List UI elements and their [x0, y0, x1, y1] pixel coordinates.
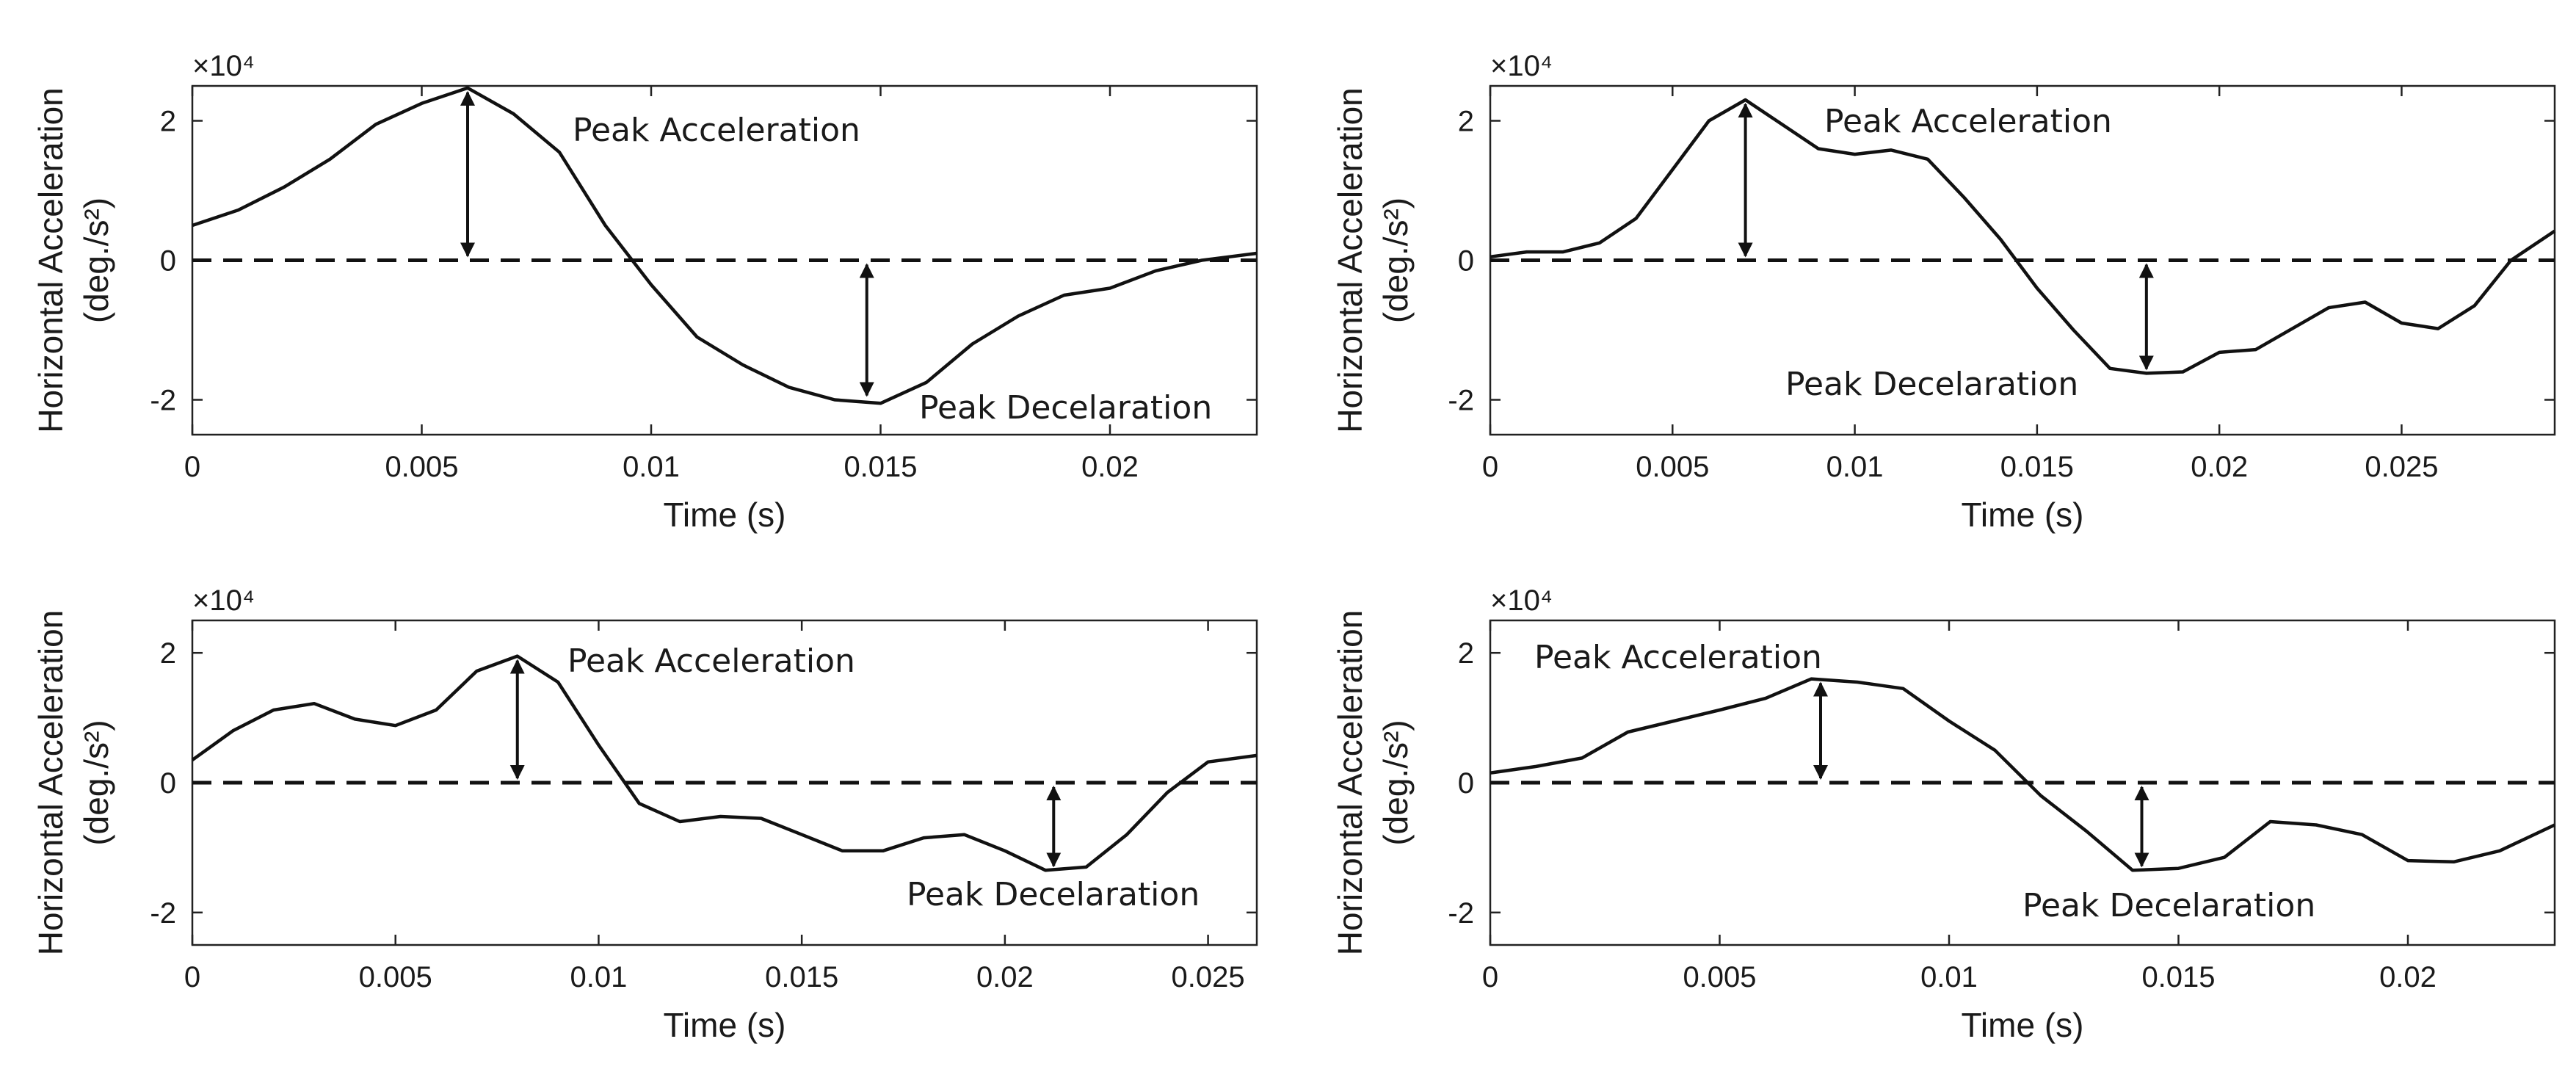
x-axis-title: Time (s) — [1962, 496, 2084, 534]
y-scale-exponent: ×10⁴ — [192, 50, 255, 82]
chart-panel-1: 0 0.005 0.01 0.015 0.02 -2 0 2 ×10⁴ Time (s) Horiz… — [32, 50, 1258, 534]
peak-acceleration-label: Peak Acceleration — [567, 642, 855, 680]
y-tick-label: -2 — [150, 385, 176, 417]
x-tick-label: 0 — [184, 451, 200, 483]
series-line — [1490, 677, 2555, 872]
x-tick-label: 0.02 — [976, 961, 1034, 993]
x-tick-label: 0.02 — [2379, 961, 2437, 993]
x-tick-label: 0 — [1482, 451, 1498, 483]
x-tick-label: 0.015 — [2000, 451, 2074, 483]
x-tick-label: 0.02 — [2191, 451, 2248, 483]
y-axis-title-units: (deg./s²) — [1376, 720, 1415, 845]
x-tick-label: 0 — [1482, 961, 1498, 993]
y-scale-exponent: ×10⁴ — [192, 584, 255, 617]
y-axis-title-units: (deg./s²) — [1376, 198, 1415, 323]
y-tick-label: 2 — [1458, 637, 1474, 670]
y-scale-exponent: ×10⁴ — [1490, 584, 1553, 617]
series-line — [1490, 98, 2556, 375]
y-axis-title: Horizontal Acceleration — [1331, 87, 1369, 432]
x-tick-label: 0.005 — [1636, 451, 1709, 483]
chart-panel-2: 0 0.005 0.01 0.015 0.02 0.025 -2 0 2 ×10⁴ Time (s)… — [1331, 50, 2556, 534]
y-axis-title-units: (deg./s²) — [77, 198, 115, 323]
y-tick-label: 0 — [160, 767, 176, 800]
y-axis-title: Horizontal Acceleration — [1331, 610, 1369, 955]
x-tick-label: 0.005 — [359, 961, 432, 993]
x-axis-title: Time (s) — [1962, 1006, 2084, 1044]
y-tick-label: 2 — [1458, 106, 1474, 138]
y-tick-label: 0 — [1458, 245, 1474, 278]
x-tick-label: 0 — [184, 961, 200, 993]
y-tick-label: 2 — [160, 106, 176, 138]
x-tick-label: 0.005 — [385, 451, 458, 483]
y-scale-exponent: ×10⁴ — [1490, 50, 1553, 82]
peak-acceleration-label: Peak Acceleration — [573, 112, 860, 149]
y-tick-label: 2 — [160, 637, 176, 670]
x-tick-label: 0.01 — [570, 961, 628, 993]
y-tick-label: -2 — [1448, 385, 1474, 417]
x-tick-label: 0.015 — [765, 961, 838, 993]
x-tick-label: 0.025 — [2365, 451, 2438, 483]
y-tick-label: 0 — [160, 245, 176, 278]
x-tick-label: 0.025 — [1172, 961, 1245, 993]
x-tick-label: 0.01 — [1920, 961, 1978, 993]
y-tick-label: -2 — [1448, 897, 1474, 930]
peak-deceleration-label: Peak Decelaration — [919, 389, 1212, 427]
peak-deceleration-label: Peak Decelaration — [1785, 366, 2078, 403]
x-tick-label: 0.015 — [2141, 961, 2215, 993]
y-axis-title-units: (deg./s²) — [77, 720, 115, 845]
y-tick-label: 0 — [1458, 767, 1474, 800]
peak-deceleration-label: Peak Decelaration — [907, 876, 1200, 913]
x-tick-label: 0.005 — [1683, 961, 1756, 993]
peak-deceleration-label: Peak Decelaration — [2022, 887, 2315, 924]
y-tick-label: -2 — [150, 897, 176, 930]
x-axis-title: Time (s) — [664, 1006, 786, 1044]
peak-acceleration-label: Peak Acceleration — [1534, 639, 1822, 676]
x-tick-label: 0.01 — [1826, 451, 1884, 483]
x-axis-title: Time (s) — [664, 496, 786, 534]
peak-acceleration-label: Peak Acceleration — [1824, 103, 2112, 140]
series-line — [192, 86, 1258, 405]
x-tick-label: 0.01 — [623, 451, 680, 483]
x-tick-label: 0.02 — [1081, 451, 1139, 483]
y-axis-title: Horizontal Acceleration — [32, 610, 70, 955]
x-tick-label: 0.015 — [843, 451, 917, 483]
y-axis-title: Horizontal Acceleration — [32, 87, 70, 432]
series-line — [191, 654, 1258, 872]
